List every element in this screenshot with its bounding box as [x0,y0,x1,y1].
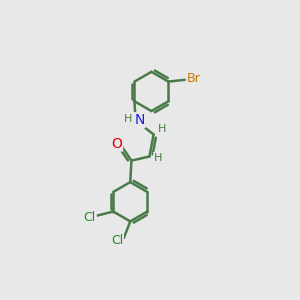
Text: N: N [134,113,145,127]
Text: Cl: Cl [84,211,96,224]
Text: Cl: Cl [111,234,123,247]
Text: H: H [154,153,162,163]
Text: Br: Br [187,72,200,85]
Text: H: H [124,114,132,124]
Text: H: H [158,124,166,134]
Text: O: O [111,136,122,151]
